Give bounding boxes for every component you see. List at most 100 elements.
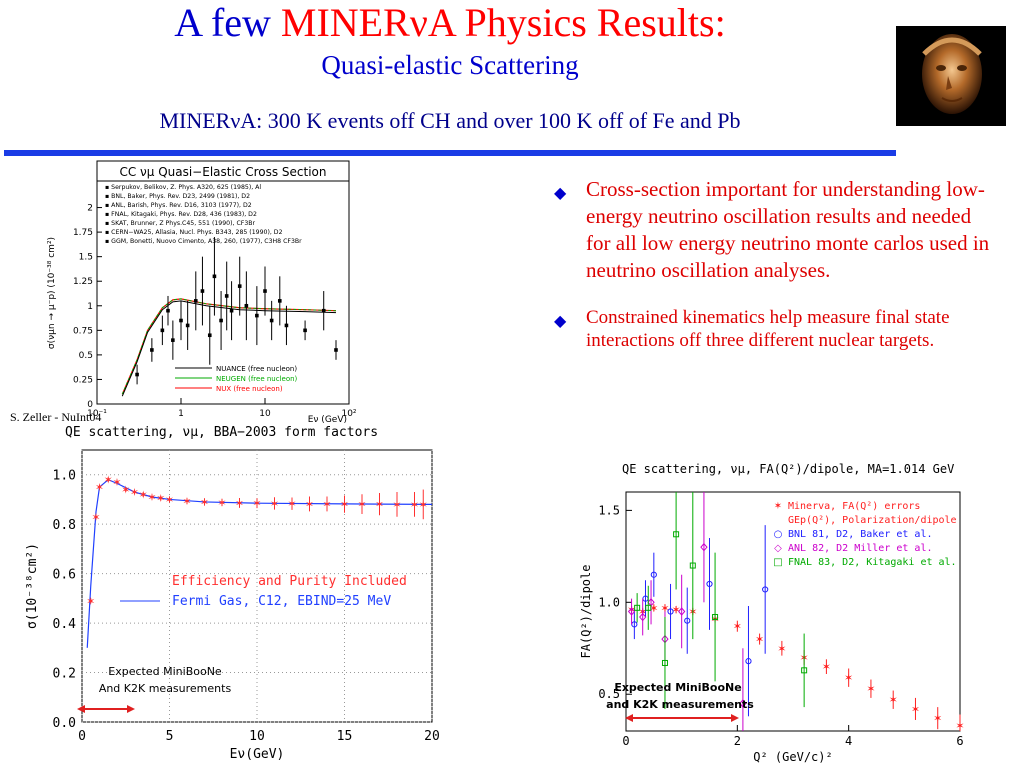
qe-cross-section-chart: CC νμ Quasi−Elastic Cross Section 0 0.25 0… [47,160,357,425]
chart3-minerva-point: ✶ [866,683,875,696]
chart2-efficiency-point: ✶ [200,496,209,509]
chart2-efficiency-point: ✶ [217,496,226,509]
chart3-anl-point [639,612,647,622]
chart1-data-point [200,289,205,293]
chart2-y-tick-label: 0.6 [53,568,76,583]
portrait-image [896,26,1006,126]
chart1-x-tick-label: 1 [178,409,184,419]
chart2-efficiency-point: ✶ [147,491,156,504]
chart2-efficiency-point: ✶ [322,498,331,511]
chart1-y-axis-label: σ(νμn → μ⁻p) (10⁻³⁸ cm²) [47,237,57,349]
chart3-range-arrow [625,714,739,722]
chart1-data-point [166,308,170,313]
chart3-fnal-point [634,604,641,611]
chart3-legend-marker: ✶ [774,501,782,512]
bullet-item: ◆ Cross-section important for understandi… [548,176,1000,284]
chart1-data-point [277,299,282,303]
chart2-y-tick-label: 1.0 [53,469,76,484]
chart3-bnl-point [762,586,769,593]
chart3-x-axis-label: Q² (GeV/c)² [753,750,832,764]
chart2-y-tick-label: 0.8 [53,518,76,533]
slide-subtitle: Quasi-elastic Scattering [321,50,579,80]
chart2-efficiency-point: ✶ [91,511,100,524]
title-prefix: A few [174,0,281,45]
chart3-title: QE scattering, νμ, FA(Q²)/dipole, MA=1.0… [622,462,954,476]
chart1-data-point [150,348,154,352]
chart1-x-tick-label: 10 [259,409,271,419]
chart1-data-point [263,289,267,293]
chart1-data-point [321,308,326,313]
chart3-minerva-point: ✶ [933,712,942,725]
chart3-minerva-point: ✶ [660,602,669,615]
chart1-data-point [269,318,274,323]
chart3-fnal-point [801,667,808,674]
chart3-minerva-point: ✶ [955,719,964,732]
chart2-y-axis-label: σ(10⁻³⁸cm²) [25,543,40,629]
chart3-fnal-point [712,614,719,621]
chart1-legend-label: NUANCE (free nucleon) [216,365,297,373]
bullet-text: Cross-section important for understandin… [586,177,990,282]
chart2-efficiency-point: ✶ [287,498,296,511]
chart2-legend-efficiency: Efficiency and Purity Included [172,574,407,589]
chart3-bnl-point [684,617,691,624]
chart3-x-tick-label: 2 [734,734,741,748]
chart2-efficiency-point: ✶ [86,595,95,608]
chart1-y-tick-label: 1.5 [79,253,93,263]
chart1-neugen-curve [121,298,337,395]
chart3-anl-point [700,542,708,552]
chart3-fnal-point [645,604,652,611]
chart1-data-point [255,313,259,318]
chart2-x-axis-label: Eν(GeV) [230,747,285,762]
chart2-legend-fermi: Fermi Gas, C12, EBIND=25 MeV [172,594,391,609]
bullet-list: ◆ Cross-section important for understandi… [548,176,1000,374]
chart3-fnal-point [673,531,680,538]
chart2-x-tick-label: 10 [249,729,265,744]
chart1-y-tick-label: 1.75 [73,228,93,238]
chart1-plot-frame [96,180,350,405]
chart2-efficiency-point: ✶ [121,484,130,497]
chart1-x-tick-label: 10² [341,409,356,419]
chart1-reference-entry: ▪ ANL, Barish, Phys. Rev. D16, 3103 (197… [105,202,252,209]
diamond-bullet-icon: ◆ [554,313,567,330]
chart2-efficiency-point: ✶ [419,498,428,511]
chart2-efficiency-point: ✶ [392,498,401,511]
slide-tagline: MINERνA: 300 K events off CH and over 10… [159,108,741,133]
chart3-anl-point [739,699,747,708]
chart3-minerva-point: ✶ [911,703,920,716]
credit-label: S. Zeller - NuInt04 [10,410,102,424]
chart2-efficiency-point: ✶ [340,498,349,511]
chart1-reference-entry: ▪ Serpukov, Belikov, Z. Phys. A320, 625 … [105,184,261,191]
chart3-anl-point [627,607,636,616]
chart3-legend-label: Minerva, FA(Q²) errors [788,501,920,512]
chart1-x-axis-label: Eν (GeV) [308,415,347,425]
chart3-minerva-point: ✶ [889,694,898,707]
chart1-data-point [135,372,139,377]
chart2-efficiency-point: ✶ [270,497,279,510]
chart1-y-tick-label: 0.5 [79,351,93,361]
chart3-bnl-point [745,658,752,665]
chart3-minerva-point: ✶ [844,672,853,685]
chart1-data-point [160,328,165,333]
chart1-legend-label: NUX (free nucleon) [216,385,283,393]
chart1-data-point [207,333,212,338]
chart1-legend-label: NEUGEN (free nucleon) [216,375,298,383]
chart3-legend-marker: ○ [774,529,783,540]
diamond-bullet-icon: ◆ [554,185,567,202]
chart2-title: QE scattering, νμ, BBA−2003 form factors [65,425,378,440]
chart3-x-tick-label: 4 [845,734,852,748]
chart2-efficiency-point: ✶ [139,489,148,502]
chart1-reference-entry: ▪ FNAL, Kitagaki, Phys. Rev. D28, 436 (1… [105,211,257,218]
chart3-legend-label: GEp(Q²), Polarization/dipole [788,515,957,526]
bullet-item: ◆ Constrained kinematics help measure fin… [548,306,1000,352]
chart1-data-point [224,294,229,298]
chart1-data-point [185,323,190,328]
chart3-annotation-line2: and K2K measurements [606,698,754,711]
chart2-efficiency-point: ✶ [165,493,174,506]
chart2-efficiency-point: ✶ [375,498,384,511]
chart2-efficiency-point: ✶ [235,497,244,510]
chart3-minerva-point: ✶ [671,604,680,617]
chart2-y-tick-label: 0.4 [53,617,77,632]
chart2-efficiency-point: ✶ [104,474,113,487]
chart1-y-tick-label: 1 [87,302,93,312]
chart3-annotation-line1: Expected MiniBooNe [614,681,741,694]
